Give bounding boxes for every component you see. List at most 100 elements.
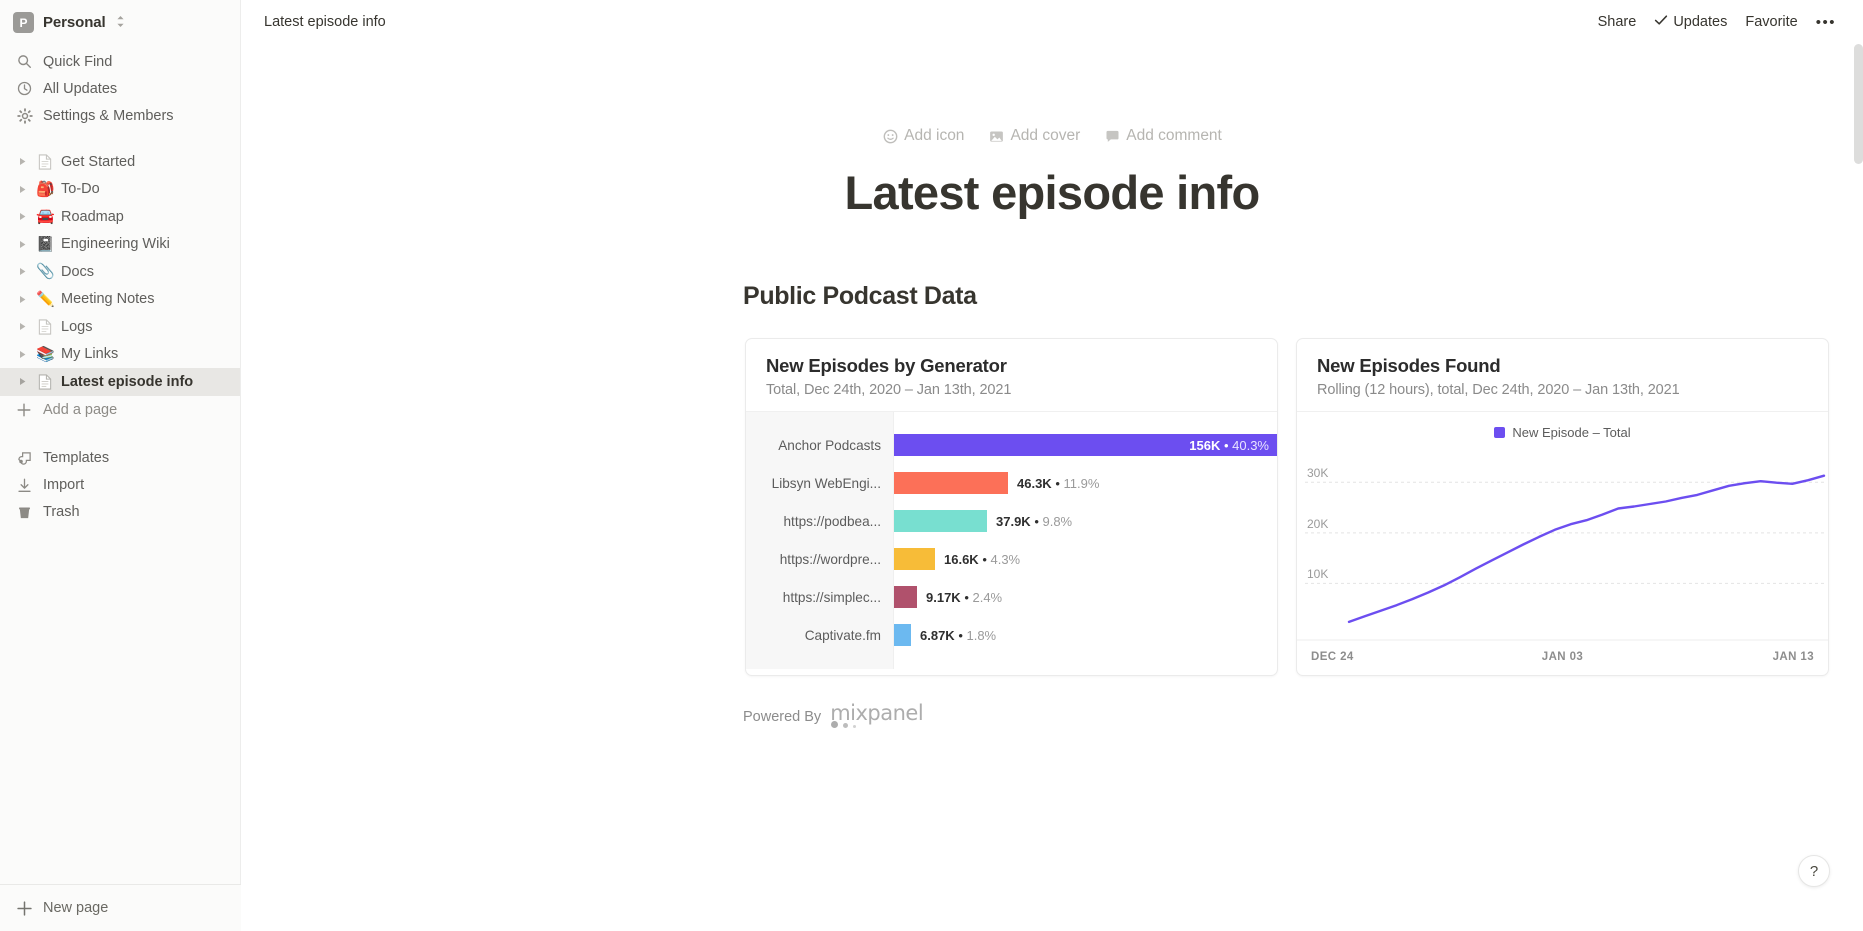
chart-title: New Episodes Found (1317, 355, 1501, 376)
x-axis-tick-label: JAN 13 (1772, 651, 1814, 663)
sidebar-page-latest-episode-info[interactable]: Latest episode info (0, 368, 240, 396)
sidebar-page-label: Docs (61, 263, 95, 280)
chevron-updown-icon (116, 15, 125, 31)
sidebar-page-label: To-Do (61, 181, 100, 198)
sidebar-page-label: Get Started (61, 153, 136, 170)
bar-row[interactable]: 9.17K • 2.4% (894, 578, 1277, 616)
x-axis-tick-label: JAN 03 (1541, 651, 1584, 663)
add-a-page-label: Add a page (43, 401, 118, 418)
sidebar-page-to-do[interactable]: 🎒 To-Do (0, 176, 240, 204)
sidebar-page-logs[interactable]: Logs (0, 313, 240, 341)
bar-chart-body: Anchor Podcasts Libsyn WebEngi... https://… (746, 411, 1277, 669)
sidebar-item-label: Templates (43, 450, 110, 466)
sidebar-page-docs[interactable]: 📎 Docs (0, 258, 240, 286)
more-options-button[interactable]: ••• (1815, 13, 1836, 31)
add-icon-label: Add icon (904, 127, 965, 144)
bar-row[interactable]: 37.9K • 9.8% (894, 502, 1277, 540)
updates-button[interactable]: Updates (1645, 9, 1736, 35)
sidebar-page-my-links[interactable]: 📚 My Links (0, 341, 240, 369)
page-emoji: ✏️ (36, 290, 55, 308)
document-meta-actions: Add icon Add cover Add comment (241, 124, 1863, 148)
add-a-page-button[interactable]: Add a page (0, 396, 240, 424)
bar-rect[interactable] (894, 472, 1008, 494)
page-emoji: 🚘 (36, 208, 55, 226)
help-button[interactable]: ? (1798, 855, 1830, 887)
comment-icon (1104, 128, 1120, 144)
y-axis-tick-label: 10K (1307, 567, 1329, 582)
sidebar-item-settings-members[interactable]: Settings & Members (0, 102, 240, 129)
page-title[interactable]: Latest episode info (844, 166, 1261, 219)
bar-category-label: Anchor Podcasts (778, 437, 881, 453)
sidebar-page-roadmap[interactable]: 🚘 Roadmap (0, 203, 240, 231)
bar-rect[interactable] (894, 510, 987, 532)
bar-row[interactable]: 16.6K • 4.3% (894, 540, 1277, 578)
sidebar: P Personal Quick Find All Updates (0, 0, 241, 931)
chevron-right-icon[interactable] (16, 377, 29, 386)
sidebar-item-import[interactable]: Import (0, 472, 240, 499)
share-button[interactable]: Share (1589, 10, 1646, 34)
bar-row[interactable]: 6.87K • 1.8% (894, 616, 1277, 654)
line-chart-body: New Episode – Total 10K 20K 30K DEC 24 JAN 0… (1297, 411, 1828, 669)
sidebar-item-label: Quick Find (43, 53, 113, 70)
sidebar-page-engineering-wiki[interactable]: 📓 Engineering Wiki (0, 231, 240, 259)
legend-label: New Episode – Total (1512, 425, 1631, 440)
charts-container: New Episodes by Generator Total, Dec 24t… (745, 338, 1863, 676)
section-heading: Public Podcast Data (743, 282, 977, 310)
mixpanel-wordmark: mixpanel (830, 701, 924, 725)
document-body: Add icon Add cover Add comment Latest ep… (241, 124, 1863, 728)
sidebar-nav: Quick Find All Updates Settings & Member… (0, 48, 240, 129)
new-page-button[interactable]: New page (0, 884, 241, 931)
sidebar-bottom-nav: Templates Import Trash (0, 445, 240, 526)
sidebar-item-all-updates[interactable]: All Updates (0, 75, 240, 102)
document-icon (36, 154, 54, 170)
page-emoji: 🎒 (36, 180, 55, 198)
favorite-button[interactable]: Favorite (1736, 10, 1806, 34)
bar-rect[interactable] (894, 624, 911, 646)
mixpanel-logo: mixpanel (830, 701, 924, 728)
vertical-scrollbar[interactable] (1854, 44, 1863, 164)
chevron-right-icon[interactable] (16, 267, 29, 276)
chevron-right-icon[interactable] (16, 322, 29, 331)
page-emoji: 📎 (36, 263, 55, 281)
bar-rect[interactable] (894, 586, 917, 608)
sidebar-page-label: Latest episode info (61, 373, 194, 390)
bar-value-label: 6.87K • 1.8% (920, 627, 997, 643)
workspace-switcher[interactable]: P Personal (0, 0, 240, 45)
chevron-right-icon[interactable] (16, 350, 29, 359)
bar-category-label: https://wordpre... (779, 551, 881, 567)
sidebar-page-label: Engineering Wiki (61, 236, 170, 253)
add-comment-button[interactable]: Add comment (1099, 124, 1227, 148)
sidebar-item-trash[interactable]: Trash (0, 499, 240, 526)
import-icon (16, 477, 33, 494)
gear-icon (16, 107, 33, 124)
sidebar-item-label: All Updates (43, 80, 118, 97)
updates-label: Updates (1673, 14, 1728, 30)
line-chart-svg (1297, 474, 1828, 641)
sidebar-page-label: Meeting Notes (61, 291, 155, 308)
bar-value-label: 9.17K • 2.4% (926, 589, 1003, 605)
sidebar-item-quick-find[interactable]: Quick Find (0, 48, 240, 75)
chart-card-new-episodes-by-generator: New Episodes by Generator Total, Dec 24t… (745, 338, 1278, 676)
breadcrumb[interactable]: Latest episode info (264, 14, 386, 30)
new-page-label: New page (43, 900, 109, 916)
bar-rect[interactable]: 156K • 40.3% (894, 434, 1277, 456)
chevron-right-icon[interactable] (16, 212, 29, 221)
bar-rect[interactable] (894, 548, 935, 570)
sidebar-page-meeting-notes[interactable]: ✏️ Meeting Notes (0, 286, 240, 314)
bar-row[interactable]: 46.3K • 11.9% (894, 464, 1277, 502)
clock-icon (16, 80, 33, 97)
chevron-right-icon[interactable] (16, 185, 29, 194)
chevron-right-icon[interactable] (16, 240, 29, 249)
bar-row[interactable]: 156K • 40.3% (894, 426, 1277, 464)
chevron-right-icon[interactable] (16, 157, 29, 166)
sidebar-page-get-started[interactable]: Get Started (0, 148, 240, 176)
x-axis-tick-label: DEC 24 (1311, 651, 1354, 663)
add-cover-button[interactable]: Add cover (983, 124, 1085, 148)
chevron-right-icon[interactable] (16, 295, 29, 304)
chart-subtitle: Rolling (12 hours), total, Dec 24th, 202… (1317, 382, 1680, 398)
add-icon-button[interactable]: Add icon (877, 124, 969, 148)
chart-header: New Episodes Found Rolling (12 hours), t… (1297, 339, 1828, 411)
plus-icon (15, 403, 33, 417)
sidebar-item-templates[interactable]: Templates (0, 445, 240, 472)
document-icon (36, 319, 54, 335)
